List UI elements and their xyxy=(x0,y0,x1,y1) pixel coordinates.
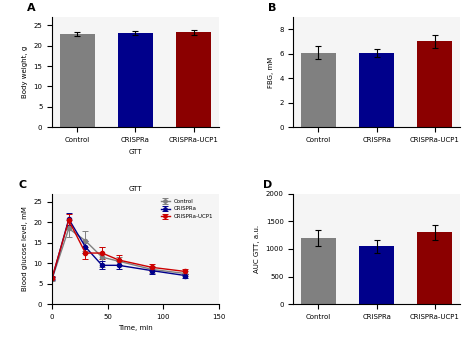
Text: C: C xyxy=(19,180,27,190)
Bar xyxy=(359,53,394,127)
Y-axis label: AUC GTT, a.u.: AUC GTT, a.u. xyxy=(254,225,260,273)
X-axis label: Time, min: Time, min xyxy=(118,325,153,332)
Text: B: B xyxy=(268,3,277,14)
Bar xyxy=(301,52,336,127)
Text: D: D xyxy=(264,180,273,190)
Title: GTT: GTT xyxy=(128,186,142,192)
X-axis label: GTT: GTT xyxy=(128,149,142,155)
Y-axis label: Blood glucose level, mM: Blood glucose level, mM xyxy=(22,207,28,291)
Bar xyxy=(359,246,394,304)
Bar xyxy=(417,42,452,127)
Legend: Control, CRISPRa, CRISPRa-UCP1: Control, CRISPRa, CRISPRa-UCP1 xyxy=(159,196,216,221)
Bar xyxy=(60,34,95,127)
Bar xyxy=(417,233,452,304)
Bar xyxy=(176,32,211,127)
Bar xyxy=(118,33,153,127)
Y-axis label: FBG, mM: FBG, mM xyxy=(268,56,273,88)
Y-axis label: Body weight, g: Body weight, g xyxy=(22,46,28,98)
Bar xyxy=(301,238,336,304)
Text: A: A xyxy=(27,3,36,14)
